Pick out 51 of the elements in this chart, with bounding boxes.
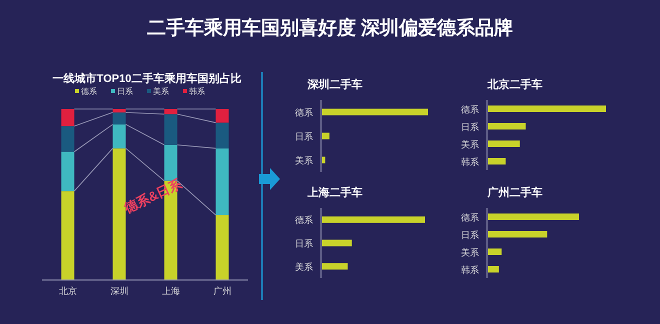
bar: [488, 248, 502, 255]
bar: [61, 126, 74, 152]
y-tick-label: 日系: [295, 132, 313, 142]
bar: [488, 231, 548, 238]
bar: [488, 140, 520, 147]
legend-label: 日系: [117, 87, 133, 96]
text: 二手车乘用车国别喜好度 深圳偏爱德系品牌: [146, 17, 514, 39]
legend-label: 韩系: [189, 87, 205, 96]
bar: [61, 152, 74, 192]
annotation: 德系&日系: [121, 176, 185, 216]
bar: [164, 109, 178, 114]
y-tick-label: 美系: [461, 247, 479, 258]
y-tick-label: 美系: [295, 156, 313, 166]
x-tick-label: 北京: [58, 286, 77, 296]
y-tick-label: 德系: [295, 215, 313, 226]
bar: [112, 112, 126, 124]
bar: [488, 214, 579, 220]
chart-subtitle: 一线城市TOP10二手车乘用车国别占比: [52, 72, 242, 85]
bar: [488, 158, 506, 164]
bar: [216, 122, 229, 148]
bar: [488, 266, 499, 272]
x-tick-label: 广州: [213, 286, 232, 296]
bar: [61, 109, 74, 126]
x-tick-label: 深圳: [110, 286, 128, 296]
legend-label: 美系: [153, 87, 169, 96]
y-tick-label: 美系: [295, 262, 313, 272]
chart-title: 上海二手车: [306, 186, 362, 199]
bar: [488, 106, 606, 112]
y-tick-label: 美系: [461, 139, 479, 150]
y-tick-label: 日系: [461, 122, 479, 132]
bar: [112, 148, 126, 280]
y-tick-label: 日系: [295, 238, 313, 248]
y-tick-label: 日系: [461, 230, 479, 240]
bar: [216, 215, 229, 280]
bar: [216, 148, 229, 216]
y-tick-label: 德系: [295, 108, 313, 118]
bar: [112, 109, 126, 112]
chart-title: 深圳二手车: [306, 78, 362, 91]
bar: [61, 191, 74, 280]
bar: [112, 124, 126, 148]
bar: [164, 114, 178, 145]
y-tick-label: 韩系: [461, 264, 479, 275]
chart-title: 广州二手车: [486, 186, 542, 199]
legend-label: 德系: [81, 87, 97, 96]
bar: [216, 109, 229, 123]
chart-title: 北京二手车: [486, 78, 542, 91]
bar: [488, 123, 526, 130]
y-tick-label: 德系: [461, 212, 479, 222]
y-tick-label: 韩系: [461, 156, 479, 167]
y-tick-label: 德系: [461, 104, 479, 114]
x-tick-label: 上海: [162, 286, 180, 296]
